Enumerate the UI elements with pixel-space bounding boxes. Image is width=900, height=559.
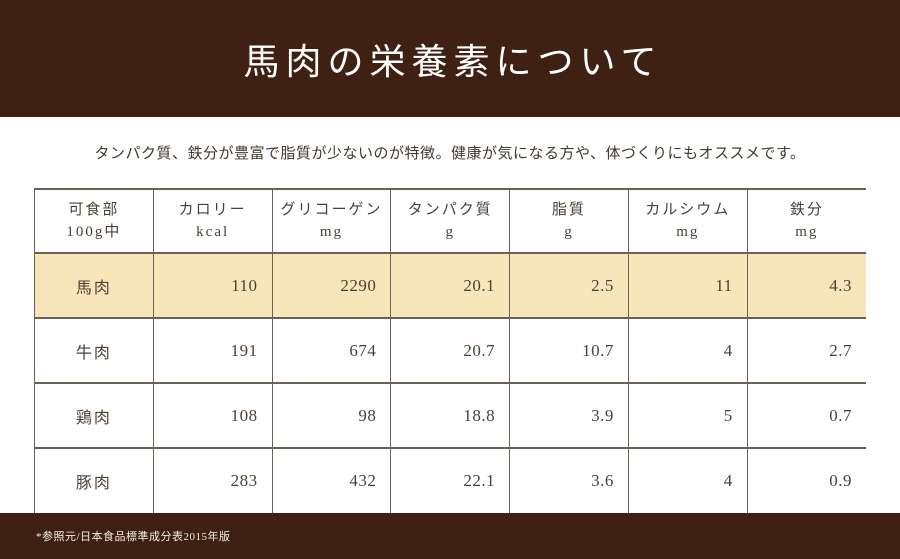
value-fat: 10.7 <box>509 318 629 383</box>
value-protein: 22.1 <box>390 448 511 513</box>
header-band: 馬肉の栄養素について <box>0 0 900 117</box>
column-header-unit: mg <box>676 224 700 240</box>
table-section: 可食部 100g中 カロリー kcal グリコーゲン mg タンパク質 g <box>0 188 900 513</box>
value-protein: 20.1 <box>390 253 511 318</box>
row-label: 馬肉 <box>34 253 154 318</box>
value-calcium: 5 <box>628 383 748 448</box>
intro-section: タンパク質、鉄分が豊富で脂質が少ないのが特徴。健康が気になる方や、体づくりにもオ… <box>0 117 900 188</box>
column-header-unit: g <box>564 224 574 240</box>
column-header-label: 脂質 <box>552 202 587 218</box>
column-header-protein: タンパク質 g <box>390 189 511 253</box>
column-header-glycogen: グリコーゲン mg <box>272 189 392 253</box>
column-header-label: カルシウム <box>645 202 731 218</box>
table-row-chicken: 鶏肉 108 98 18.8 3.9 5 0.7 <box>34 383 866 448</box>
value-iron: 2.7 <box>829 340 852 360</box>
value-protein: 20.7 <box>390 318 511 383</box>
value-iron: 0.9 <box>829 471 852 490</box>
value-calories: 110 <box>153 253 273 318</box>
column-header-unit: 100g中 <box>66 224 122 240</box>
column-header-iron: 鉄分 mg <box>747 189 866 253</box>
value-protein: 18.8 <box>390 383 511 448</box>
table-row-pork: 豚肉 283 432 22.1 3.6 4 0.9 <box>34 448 867 513</box>
value-calories: 283 <box>153 448 273 513</box>
value-glycogen: 674 <box>272 318 392 383</box>
footer-band: *参照元/日本食品標準成分表2015年版 <box>0 513 900 559</box>
column-header-label: 鉄分 <box>789 202 824 218</box>
value-calcium: 4 <box>628 318 748 383</box>
value-calories: 108 <box>153 383 273 448</box>
table-header-row: 可食部 100g中 カロリー kcal グリコーゲン mg タンパク質 g <box>34 189 866 253</box>
table-row-horse: 馬肉 110 2290 20.1 2.5 11 4.3 <box>34 253 866 318</box>
column-header-calcium: カルシウム mg <box>628 189 748 253</box>
value-iron: 0.7 <box>829 405 852 425</box>
column-header-calories: カロリー kcal <box>153 189 273 253</box>
column-header-label: グリコーゲン <box>280 202 383 218</box>
value-calcium: 4 <box>628 448 748 513</box>
value-fat: 3.6 <box>509 448 629 513</box>
page-title: 馬肉の栄養素について <box>243 41 663 82</box>
value-calcium: 11 <box>628 253 748 318</box>
value-iron: 4.3 <box>829 275 852 295</box>
column-header-unit: mg <box>319 224 344 240</box>
column-header-label: タンパク質 <box>407 202 493 218</box>
intro-text: タンパク質、鉄分が豊富で脂質が少ないのが特徴。健康が気になる方や、体づくりにもオ… <box>94 146 806 162</box>
column-header-label: カロリー <box>178 202 247 218</box>
table-head: 可食部 100g中 カロリー kcal グリコーゲン mg タンパク質 g <box>34 189 866 253</box>
table-body: 馬肉 110 2290 20.1 2.5 11 4.3 牛肉 191 674 2… <box>34 253 867 513</box>
source-note: *参照元/日本食品標準成分表2015年版 <box>36 531 231 543</box>
column-header-fat: 脂質 g <box>509 189 629 253</box>
value-glycogen: 432 <box>272 448 392 513</box>
column-header-unit: mg <box>795 224 819 240</box>
value-calories: 191 <box>153 318 273 383</box>
column-header-unit: kcal <box>196 224 230 240</box>
value-glycogen: 2290 <box>272 253 392 318</box>
column-header-edible-part: 可食部 100g中 <box>34 189 154 253</box>
value-glycogen: 98 <box>272 383 392 448</box>
row-label: 豚肉 <box>34 448 154 513</box>
table-row-beef: 牛肉 191 674 20.7 10.7 4 2.7 <box>34 318 866 383</box>
row-label: 牛肉 <box>34 318 154 383</box>
nutrition-table: 可食部 100g中 カロリー kcal グリコーゲン mg タンパク質 g <box>34 188 866 513</box>
row-label: 鶏肉 <box>34 383 154 448</box>
column-header-label: 可食部 <box>68 202 120 218</box>
column-header-unit: g <box>445 224 455 240</box>
value-fat: 2.5 <box>509 253 629 318</box>
value-fat: 3.9 <box>509 383 629 448</box>
